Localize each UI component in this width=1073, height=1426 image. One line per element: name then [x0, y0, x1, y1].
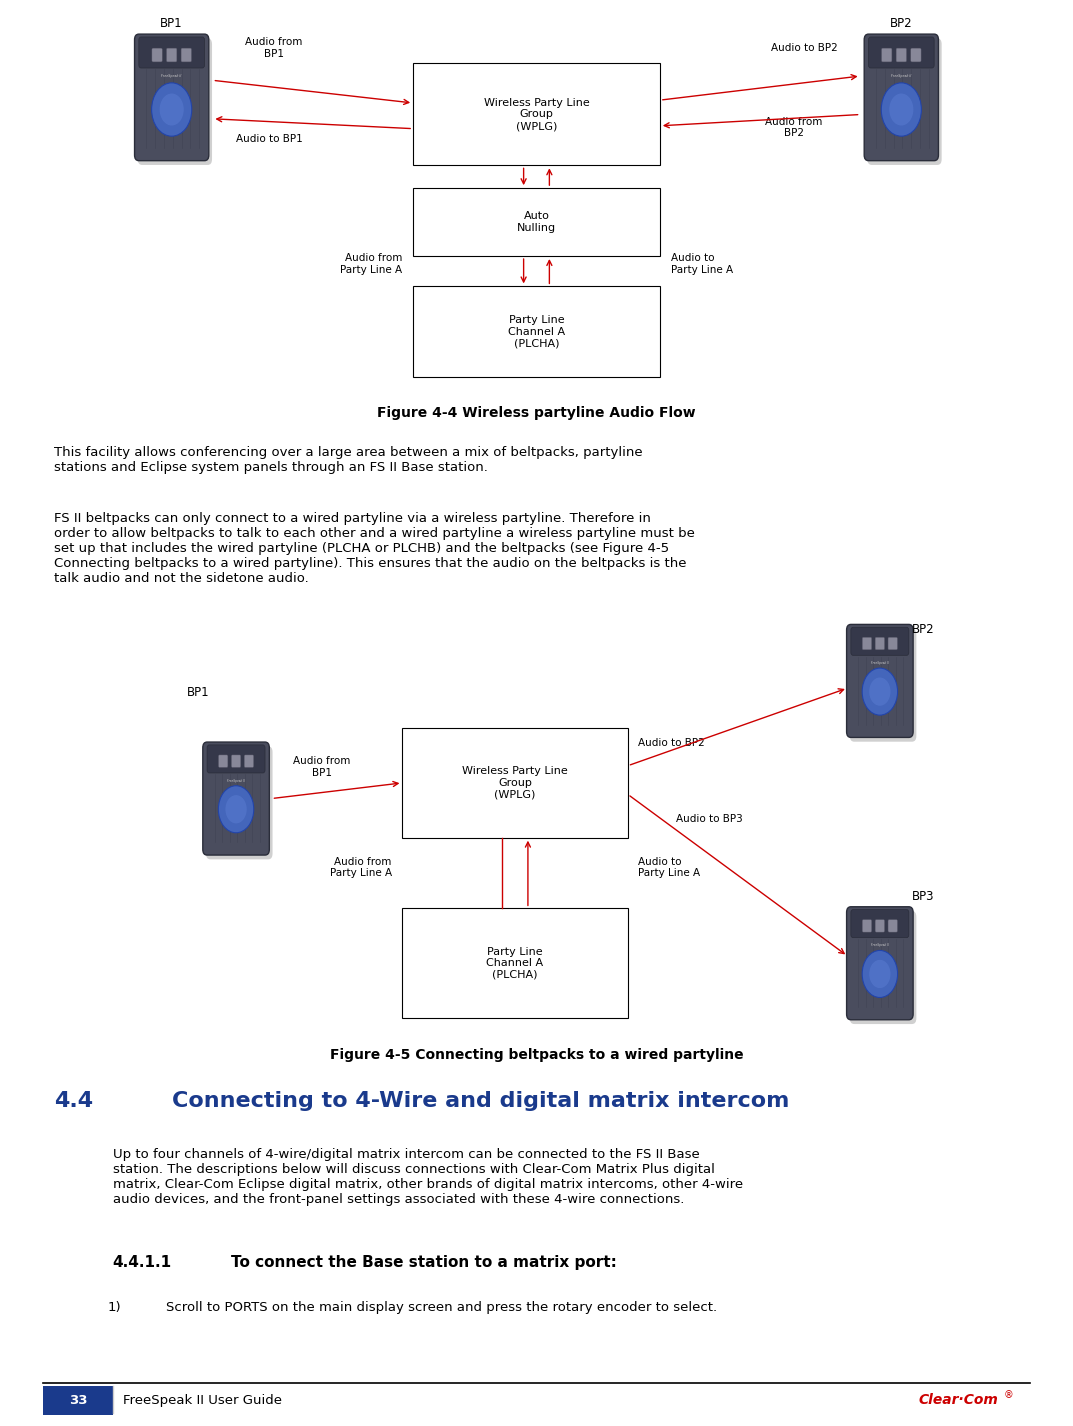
FancyBboxPatch shape [203, 742, 269, 856]
Circle shape [890, 94, 913, 125]
FancyBboxPatch shape [850, 911, 916, 1024]
FancyBboxPatch shape [413, 63, 660, 165]
FancyBboxPatch shape [863, 637, 871, 650]
FancyBboxPatch shape [867, 39, 942, 165]
Text: Audio to
Party Line A: Audio to Party Line A [671, 254, 733, 275]
Text: 4.4.1.1: 4.4.1.1 [113, 1255, 172, 1271]
FancyBboxPatch shape [181, 48, 191, 61]
Text: This facility allows conferencing over a large area between a mix of beltpacks, : This facility allows conferencing over a… [54, 446, 643, 475]
Text: Audio to BP3: Audio to BP3 [676, 813, 743, 824]
Text: Figure 4-4 Wireless partyline Audio Flow: Figure 4-4 Wireless partyline Audio Flow [378, 406, 695, 421]
Text: ®: ® [1003, 1389, 1013, 1400]
Circle shape [219, 786, 253, 833]
FancyBboxPatch shape [402, 727, 628, 838]
FancyBboxPatch shape [868, 37, 935, 68]
Text: Audio from
BP1: Audio from BP1 [245, 37, 303, 58]
FancyBboxPatch shape [152, 48, 162, 61]
Text: To connect the Base station to a matrix port:: To connect the Base station to a matrix … [231, 1255, 617, 1271]
Text: FreeSpeak II: FreeSpeak II [227, 779, 245, 783]
FancyBboxPatch shape [166, 48, 177, 61]
Text: FreeSpeak II: FreeSpeak II [892, 74, 911, 77]
Text: FS II beltpacks can only connect to a wired partyline via a wireless partyline. : FS II beltpacks can only connect to a wi… [54, 512, 694, 585]
Circle shape [869, 960, 891, 988]
Text: Party Line
Channel A
(PLCHA): Party Line Channel A (PLCHA) [508, 315, 565, 348]
Circle shape [862, 950, 897, 998]
Text: FreeSpeak II: FreeSpeak II [871, 662, 888, 665]
FancyBboxPatch shape [851, 910, 909, 938]
Circle shape [151, 83, 192, 135]
Text: FreeSpeak II User Guide: FreeSpeak II User Guide [123, 1393, 282, 1407]
Text: BP2: BP2 [911, 623, 935, 636]
Text: FreeSpeak II: FreeSpeak II [871, 944, 888, 947]
Circle shape [160, 94, 183, 125]
FancyBboxPatch shape [43, 1386, 113, 1415]
FancyBboxPatch shape [863, 920, 871, 933]
FancyBboxPatch shape [402, 908, 628, 1018]
FancyBboxPatch shape [207, 744, 265, 773]
FancyBboxPatch shape [413, 188, 660, 257]
Text: Party Line
Channel A
(PLCHA): Party Line Channel A (PLCHA) [486, 947, 544, 980]
FancyBboxPatch shape [851, 627, 909, 656]
FancyBboxPatch shape [864, 34, 939, 161]
FancyBboxPatch shape [134, 34, 209, 161]
FancyBboxPatch shape [882, 48, 892, 61]
Text: Up to four channels of 4-wire/digital matrix intercom can be connected to the FS: Up to four channels of 4-wire/digital ma… [113, 1148, 743, 1206]
FancyBboxPatch shape [911, 48, 921, 61]
FancyBboxPatch shape [888, 637, 897, 650]
Text: Audio from
BP1: Audio from BP1 [293, 756, 351, 779]
Text: Figure 4-5 Connecting beltpacks to a wired partyline: Figure 4-5 Connecting beltpacks to a wir… [329, 1048, 744, 1062]
FancyBboxPatch shape [876, 637, 884, 650]
FancyBboxPatch shape [876, 920, 884, 933]
FancyBboxPatch shape [888, 920, 897, 933]
Text: Clear·Com: Clear·Com [918, 1393, 998, 1407]
Text: Audio to BP2: Audio to BP2 [638, 737, 705, 749]
Text: 33: 33 [69, 1393, 88, 1407]
Text: Auto
Nulling: Auto Nulling [517, 211, 556, 232]
FancyBboxPatch shape [206, 746, 273, 860]
Text: Audio from
Party Line A: Audio from Party Line A [340, 254, 402, 275]
Text: Connecting to 4-Wire and digital matrix intercom: Connecting to 4-Wire and digital matrix … [172, 1091, 789, 1111]
FancyBboxPatch shape [245, 754, 253, 767]
Text: BP1: BP1 [160, 17, 183, 30]
FancyBboxPatch shape [847, 625, 913, 737]
Text: Wireless Party Line
Group
(WPLG): Wireless Party Line Group (WPLG) [484, 98, 589, 131]
Text: 1): 1) [107, 1301, 121, 1313]
FancyBboxPatch shape [138, 37, 205, 68]
Text: Audio to BP1: Audio to BP1 [236, 134, 303, 144]
FancyBboxPatch shape [847, 907, 913, 1020]
Circle shape [881, 83, 922, 135]
Text: Audio from
BP2: Audio from BP2 [765, 117, 823, 138]
Text: Audio to
Party Line A: Audio to Party Line A [638, 857, 701, 878]
Text: BP3: BP3 [912, 890, 934, 903]
FancyBboxPatch shape [219, 754, 227, 767]
Circle shape [862, 667, 897, 714]
FancyBboxPatch shape [850, 629, 916, 742]
Circle shape [869, 677, 891, 706]
Text: Scroll to PORTS on the main display screen and press the rotary encoder to selec: Scroll to PORTS on the main display scre… [166, 1301, 718, 1313]
Text: BP1: BP1 [187, 686, 210, 699]
FancyBboxPatch shape [137, 39, 212, 165]
Text: Audio from
Party Line A: Audio from Party Line A [329, 857, 392, 878]
Text: BP2: BP2 [890, 17, 913, 30]
Text: Wireless Party Line
Group
(WPLG): Wireless Party Line Group (WPLG) [462, 766, 568, 800]
Text: Audio to BP2: Audio to BP2 [771, 43, 838, 53]
FancyBboxPatch shape [413, 287, 660, 376]
Circle shape [225, 796, 247, 823]
Text: 4.4: 4.4 [54, 1091, 92, 1111]
FancyBboxPatch shape [232, 754, 240, 767]
Text: FreeSpeak II: FreeSpeak II [162, 74, 181, 77]
FancyBboxPatch shape [896, 48, 907, 61]
